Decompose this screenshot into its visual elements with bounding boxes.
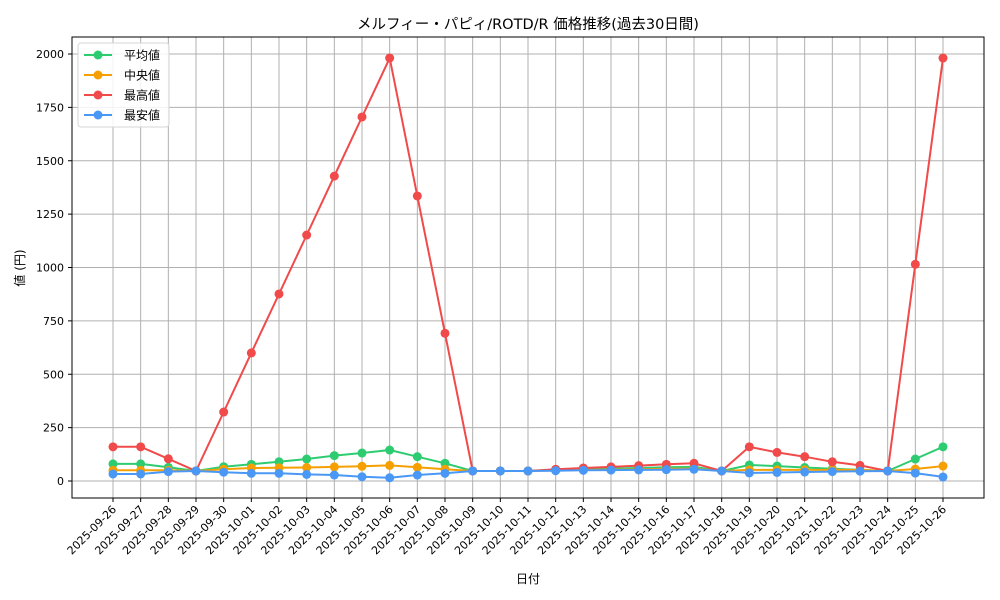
data-point: [219, 467, 229, 477]
data-point: [827, 467, 837, 477]
data-point: [827, 457, 837, 467]
legend-marker-icon: [93, 90, 103, 100]
data-point: [329, 171, 339, 181]
data-point: [357, 461, 367, 471]
series-lines: [108, 53, 948, 483]
y-axis-label: 値 (円): [12, 249, 27, 286]
data-point: [357, 472, 367, 482]
legend-marker-icon: [93, 50, 103, 60]
data-point: [578, 465, 588, 475]
data-point: [468, 466, 478, 476]
data-point: [910, 259, 920, 269]
data-point: [108, 442, 118, 452]
legend-box: [77, 42, 170, 128]
legend-marker-icon: [93, 70, 103, 80]
legend-item: 最安値: [84, 108, 160, 123]
data-point: [938, 461, 948, 471]
data-point: [385, 473, 395, 483]
data-point: [689, 464, 699, 474]
data-point: [302, 230, 312, 240]
data-point: [523, 466, 533, 476]
data-point: [246, 348, 256, 358]
y-tick-label: 250: [43, 422, 64, 435]
data-point: [302, 469, 312, 479]
y-tick-label: 750: [43, 315, 64, 328]
data-point: [274, 468, 284, 478]
series-3: [108, 464, 948, 483]
data-point: [495, 466, 505, 476]
data-point: [772, 447, 782, 457]
data-point: [385, 460, 395, 470]
legend-item: 中央値: [84, 68, 160, 83]
data-point: [108, 459, 118, 469]
data-point: [385, 445, 395, 455]
data-point: [136, 469, 146, 479]
data-point: [634, 465, 644, 475]
grid-lines: [72, 37, 984, 498]
legend-item: 平均値: [84, 48, 160, 63]
data-point: [606, 465, 616, 475]
data-point: [357, 448, 367, 458]
legend-item: 最高値: [84, 88, 160, 103]
data-point: [551, 466, 561, 476]
data-point: [163, 454, 173, 464]
data-point: [938, 472, 948, 482]
data-point: [108, 469, 118, 479]
data-point: [329, 470, 339, 480]
legend-label: 平均値: [124, 48, 160, 63]
legend-label: 最安値: [124, 108, 160, 123]
data-point: [302, 463, 312, 473]
data-point: [800, 467, 810, 477]
data-point: [412, 452, 422, 462]
data-point: [910, 454, 920, 464]
data-point: [717, 466, 727, 476]
data-point: [855, 466, 865, 476]
data-point: [883, 466, 893, 476]
data-point: [440, 328, 450, 338]
data-point: [136, 459, 146, 469]
data-point: [136, 442, 146, 452]
data-point: [910, 468, 920, 478]
x-axis-label: 日付: [516, 572, 540, 586]
y-tick-label: 1250: [36, 208, 64, 221]
x-axis: 2025-09-262025-09-272025-09-282025-09-29…: [65, 498, 949, 557]
y-tick-label: 500: [43, 368, 64, 381]
data-point: [329, 462, 339, 472]
y-tick-label: 2000: [36, 48, 64, 61]
data-point: [661, 465, 671, 475]
legend-label: 最高値: [124, 88, 160, 103]
y-tick-label: 1500: [36, 155, 64, 168]
data-point: [191, 466, 201, 476]
y-axis: 0 250 500 750 1000 1250 1500 1750 2000: [36, 48, 72, 488]
data-point: [800, 452, 810, 462]
data-point: [329, 451, 339, 461]
legend-marker-icon: [93, 110, 103, 120]
legend-label: 中央値: [124, 68, 160, 83]
data-point: [274, 289, 284, 299]
data-point: [385, 53, 395, 63]
data-point: [440, 468, 450, 478]
data-point: [938, 442, 948, 452]
data-point: [744, 468, 754, 478]
data-point: [412, 462, 422, 472]
data-point: [412, 191, 422, 201]
data-point: [246, 468, 256, 478]
data-point: [744, 442, 754, 452]
data-point: [357, 112, 367, 122]
data-point: [163, 467, 173, 477]
y-tick-label: 1000: [36, 262, 64, 275]
data-point: [219, 407, 229, 417]
y-tick-label: 0: [57, 475, 64, 488]
data-point: [772, 467, 782, 477]
data-point: [938, 53, 948, 63]
data-point: [302, 454, 312, 464]
data-point: [412, 470, 422, 480]
y-tick-label: 1750: [36, 101, 64, 114]
chart-title: メルフィー・パピィ/ROTD/R 価格推移(過去30日間): [357, 16, 699, 33]
